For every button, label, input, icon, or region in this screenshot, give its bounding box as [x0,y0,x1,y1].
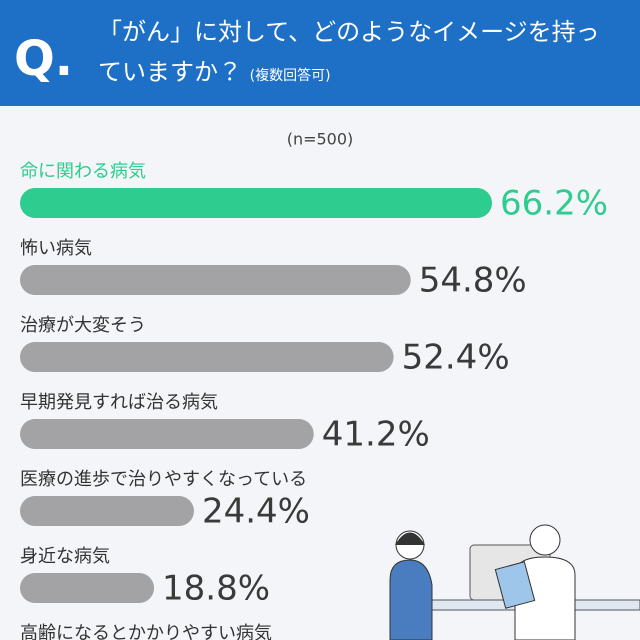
category-label: 命に関わる病気 [20,161,146,182]
category-label: 身近な病気 [20,546,110,567]
header-bar [0,0,640,106]
bar [20,419,314,449]
category-label: 怖い病気 [20,238,92,259]
value-label: 52.4% [402,338,510,378]
value-label: 66.2% [500,184,608,224]
category-label: 高齢になるとかかりやすい病気 [20,623,272,640]
category-label: 早期発見すれば治る病気 [20,392,218,413]
q-mark: Q. [14,31,73,87]
category-label: 治療が大変そう [20,315,146,336]
bar [20,496,194,526]
value-label: 18.8% [162,569,270,609]
header-note: (複数回答可) [249,68,331,84]
header-text-box: 「がん」に対して、どのようなイメージを持っていますか？ (複数回答可) [98,12,618,96]
bar [20,573,155,603]
header-text: 「がん」に対して、どのようなイメージを持っていますか？ (複数回答可) [98,12,618,96]
header-title: 「がん」に対して、どのようなイメージを持っていますか？ [98,18,600,86]
value-label: 54.8% [419,261,527,301]
value-label: 41.2% [322,415,430,455]
category-label: 医療の進歩で治りやすくなっている [20,469,307,490]
illustration [389,524,640,640]
chart-subtitle: (n=500) [287,130,354,149]
bar [20,265,411,295]
bar [20,188,493,218]
value-label: 24.4% [202,492,310,532]
bar [20,342,394,372]
